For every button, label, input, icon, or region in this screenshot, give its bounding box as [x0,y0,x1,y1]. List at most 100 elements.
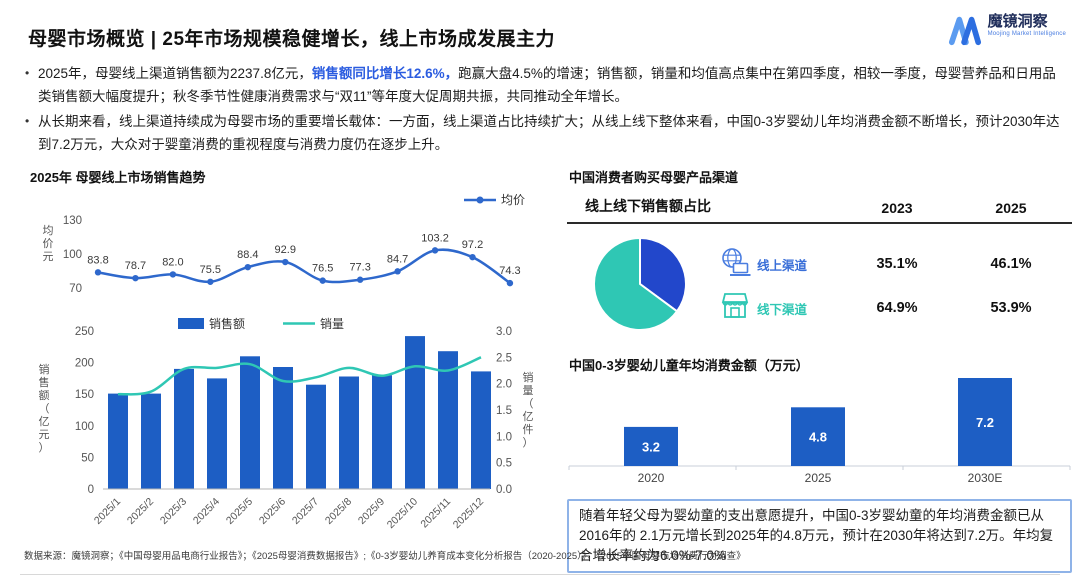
bullet-text: 从长期来看，线上渠道持续成为母婴市场的重要增长载体：一方面，线上渠道占比持续扩大… [38,114,1060,153]
svg-text:元: 元 [43,251,54,263]
svg-text:2025/12: 2025/12 [451,495,486,530]
offline-2025-value: 53.9% [990,300,1032,317]
offline-2023-value: 64.9% [876,300,918,317]
svg-text:77.3: 77.3 [349,261,370,273]
svg-text:83.8: 83.8 [87,254,108,266]
svg-text:70: 70 [69,283,82,295]
online-channel-icon [719,247,757,282]
sales-volume-combo-chart: 销售额 销量0501001502002500.00.51.01.52.02.53.… [39,316,534,531]
svg-text:4.8: 4.8 [809,429,827,444]
summary-bullets: 2025年，母婴线上渠道销售额为2237.8亿元，销售额同比增长12.6%，跑赢… [24,63,1060,157]
svg-text:100: 100 [75,420,94,432]
offline-channel-icon [719,291,757,326]
consumption-chart-title: 中国0-3岁婴幼儿童年均消费金额（万元） [569,357,809,373]
svg-text:1.5: 1.5 [496,405,512,417]
svg-text:76.5: 76.5 [312,262,333,274]
svg-text:78.7: 78.7 [125,260,146,272]
svg-text:亿: 亿 [39,415,50,428]
svg-text:）: ） [39,441,50,454]
left-chart-title: 2025年 母婴线上市场销售趋势 [30,169,206,185]
brand-name: 魔镜洞察 [987,13,1048,30]
svg-text:2020: 2020 [638,471,665,485]
svg-text:2025/2: 2025/2 [125,495,156,526]
svg-text:2025/3: 2025/3 [158,495,189,526]
svg-text:2030E: 2030E [968,471,1003,485]
left-panel: 2025年 母婴线上市场销售趋势 均价 130 100 70 均价元 83.8 78.7 82… [28,165,545,574]
svg-text:88.4: 88.4 [237,249,258,261]
svg-text:2025/5: 2025/5 [224,495,255,526]
svg-text:价: 价 [43,237,54,250]
svg-text:销量: 销量 [320,317,344,331]
svg-text:2025: 2025 [805,471,832,485]
svg-text:3.2: 3.2 [642,439,660,454]
online-2025-value: 46.1% [990,256,1032,273]
svg-text:销: 销 [523,370,534,384]
svg-text:（: （ [523,397,534,410]
header: 母婴市场概览 | 25年市场规模稳健增长，线上市场成发展主力 魔镜洞察 Mooj… [0,0,1080,51]
table-row-online: 线上渠道 35.1% 46.1% [719,242,1072,286]
svg-text:74.3: 74.3 [499,265,520,277]
svg-text:元: 元 [39,429,50,441]
svg-text:84.7: 84.7 [387,253,408,265]
svg-text:250: 250 [75,326,94,338]
bullet-item: 从长期来看，线上渠道持续成为母婴市场的重要增长载体：一方面，线上渠道占比持续扩大… [24,111,1060,156]
brand-tagline: Moojing Market Intelligence [987,30,1066,37]
data-source-text: 数据来源：魔镜洞察；《中国母婴用品电商行业报告》；《2025母婴消费数据报告》;… [24,551,746,562]
svg-text:2025/8: 2025/8 [323,495,354,526]
svg-text:0.0: 0.0 [496,484,512,496]
svg-text:7.2: 7.2 [976,415,994,430]
channel-pie-wrap [567,234,719,339]
svg-text:售: 售 [39,375,50,389]
svg-text:2025/6: 2025/6 [257,495,288,526]
brand-logo: 魔镜洞察 Moojing Market Intelligence [948,13,1066,46]
offline-channel-label: 线下渠道 [757,302,808,317]
svg-text:件: 件 [523,423,534,436]
svg-text:1.0: 1.0 [496,431,512,443]
svg-text:量: 量 [523,384,534,397]
logo-m-icon [948,16,981,46]
table-row-offline: 线下渠道 64.9% 53.9% [719,286,1072,330]
svg-text:额: 额 [39,389,50,402]
svg-text:130: 130 [63,215,82,227]
online-channel-label: 线上渠道 [757,258,808,273]
content-area: 2025年 母婴线上市场销售趋势 均价 130 100 70 均价元 83.8 78.7 82… [0,165,1080,574]
footer-divider [20,574,1060,575]
svg-text:103.2: 103.2 [421,232,449,244]
svg-text:97.2: 97.2 [462,239,483,251]
bullet-text: 跑赢大盘4.5%的增速；销售额，销量和均值高点集中在第四季度，相较一季度，母婴营… [38,66,1056,104]
svg-text:销: 销 [39,362,50,376]
avg-price-line-chart: 均价 130 100 70 均价元 83.8 78.7 82.0 75.5 88.4 92.9 76.… [43,193,526,295]
svg-text:200: 200 [75,357,94,369]
consumption-bar-chart: 3.2 2020 4.8 2025 7.2 2030E [568,377,1071,485]
channel-share-pie-chart [592,236,687,331]
channel-table-header: 线上线下销售额占比 2023 2025 [567,196,1072,224]
svg-text:150: 150 [75,389,94,401]
channel-section-title: 中国消费者购买母婴产品渠道 [569,169,739,185]
svg-text:均: 均 [43,224,54,237]
svg-text:0.5: 0.5 [496,457,512,469]
svg-text:3.0: 3.0 [496,326,512,338]
online-2023-value: 35.1% [876,256,918,273]
bullet-item: 2025年，母婴线上渠道销售额为2237.8亿元，销售额同比增长12.6%，跑赢… [24,63,1060,108]
svg-text:2025/1: 2025/1 [92,495,123,526]
svg-text:75.5: 75.5 [200,263,221,275]
bullet-highlight: 销售额同比增长12.6%， [311,66,459,81]
insight-note-box: 随着年轻父母为婴幼童的支出意愿提升，中国0-3岁婴幼童的年均消费金额已从2016… [567,498,1072,574]
svg-text:2025/10: 2025/10 [385,495,420,530]
svg-text:均价: 均价 [501,193,525,207]
year-column-2023: 2023 [881,199,913,216]
svg-text:2025/7: 2025/7 [290,495,321,526]
svg-text:0: 0 [88,484,94,496]
svg-text:）: ） [523,436,534,449]
svg-text:（: （ [39,402,50,415]
svg-text:2.0: 2.0 [496,378,512,390]
right-panel: 中国消费者购买母婴产品渠道 线上线下销售额占比 2023 2025 [567,165,1072,574]
svg-text:2025/4: 2025/4 [191,495,222,526]
svg-text:82.0: 82.0 [162,256,183,268]
channel-table-body: 线上渠道 35.1% 46.1% 线 [567,234,1072,339]
svg-text:2.5: 2.5 [496,352,512,364]
svg-text:销售额: 销售额 [209,316,245,331]
svg-text:50: 50 [81,452,94,464]
svg-text:100: 100 [63,249,82,261]
